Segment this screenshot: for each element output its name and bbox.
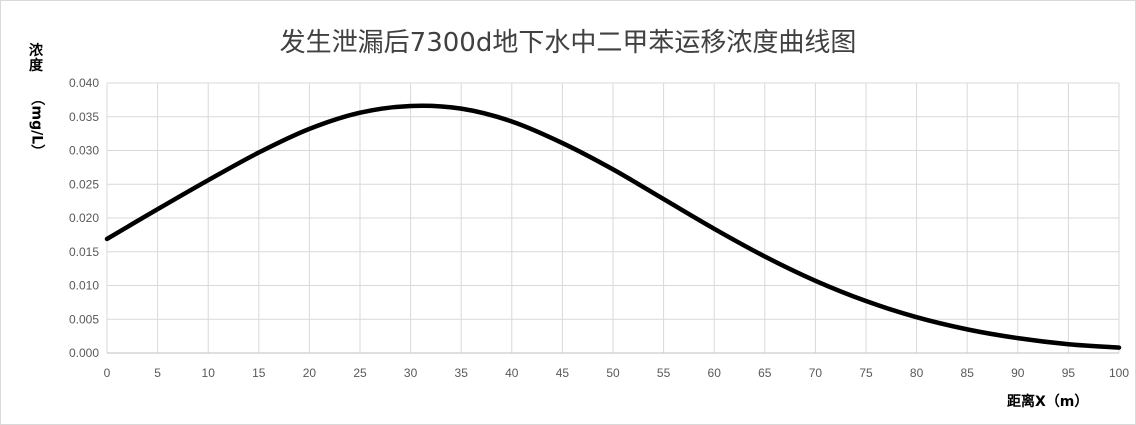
- x-tick-label: 10: [202, 366, 216, 380]
- y-tick-label: 0.020: [69, 211, 99, 225]
- chart-title: 发生泄漏后7300d地下水中二甲苯运移浓度曲线图: [279, 28, 857, 58]
- y-tick-label: 0.040: [69, 76, 99, 90]
- x-tick-label: 5: [154, 366, 161, 380]
- y-axis-label: 浓度 （mg/L）: [26, 43, 46, 159]
- y-tick-label: 0.005: [69, 312, 99, 326]
- x-tick-label: 90: [1011, 366, 1025, 380]
- x-tick-label: 85: [961, 366, 975, 380]
- y-tick-label: 0.015: [69, 245, 99, 259]
- y-tick-label: 0.010: [69, 279, 99, 293]
- y-tick-labels: 0.000 0.005 0.010 0.015 0.020 0.025 0.030 0.035…: [69, 76, 99, 360]
- x-tick-labels: 0 5 10 15 20 25 30 35 40 45 50 55 60 65 70 75 80 85 90 95 10…: [104, 366, 1130, 380]
- series-group: [104, 103, 1122, 350]
- x-tick-label: 60: [708, 366, 722, 380]
- x-tick-label: 40: [505, 366, 519, 380]
- series-line: [104, 103, 1122, 350]
- y-tick-label: 0.030: [69, 144, 99, 158]
- y-tick-label: 0.025: [69, 177, 99, 191]
- x-tick-label: 65: [758, 366, 772, 380]
- x-tick-label: 100: [1109, 366, 1129, 380]
- x-tick-label: 55: [657, 366, 671, 380]
- x-tick-label: 80: [910, 366, 924, 380]
- x-tick-label: 70: [809, 366, 823, 380]
- x-tick-label: 75: [859, 366, 873, 380]
- x-tick-label: 35: [455, 366, 469, 380]
- x-tick-label: 45: [556, 366, 570, 380]
- x-tick-label: 30: [404, 366, 418, 380]
- y-tick-label: 0.000: [69, 346, 99, 360]
- x-tick-label: 50: [606, 366, 620, 380]
- x-tick-label: 0: [104, 366, 111, 380]
- x-axis-label: 距离X（m）: [1007, 394, 1089, 410]
- y-axis-label-top: 浓度: [29, 43, 43, 74]
- x-tick-label: 25: [353, 366, 367, 380]
- x-tick-label: 20: [303, 366, 317, 380]
- x-tick-label: 15: [252, 366, 266, 380]
- x-tick-label: 95: [1062, 366, 1076, 380]
- gridlines: [106, 82, 1120, 354]
- y-tick-label: 0.035: [69, 110, 99, 124]
